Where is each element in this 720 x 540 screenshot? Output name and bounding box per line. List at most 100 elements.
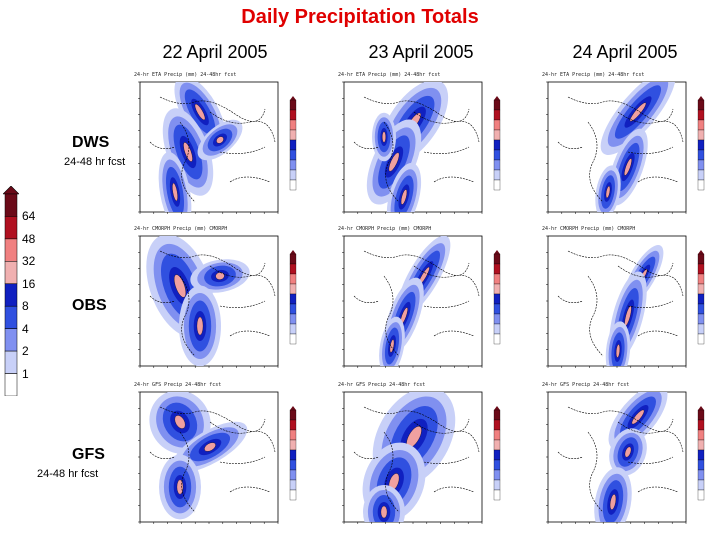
mini-colorbar-segment (697, 313, 705, 325)
mini-colorbar-segment (493, 323, 501, 335)
mini-colorbar-segment (289, 489, 297, 501)
mini-colorbar-segment (697, 159, 705, 171)
mini-colorbar-segment (289, 149, 297, 161)
precip-map (342, 391, 501, 524)
mini-colorbar-segment (493, 313, 501, 325)
panel-title: 24-hr CMORPH Precip (mm) CMORPH (542, 226, 636, 232)
country-borders (353, 406, 480, 513)
mini-colorbar-segment (697, 99, 705, 111)
precip-map (546, 81, 705, 214)
mini-colorbar-segment (289, 313, 297, 325)
panel-title: 24-hr CMORPH Precip (mm) CMORPH (134, 226, 228, 232)
colorbar-level-label: 8 (22, 299, 29, 313)
figure-title: Daily Precipitation Totals (241, 6, 479, 28)
row-sub-gfs: 24-48 hr fcst (37, 468, 99, 480)
precip-map (546, 391, 705, 524)
mini-colorbar-arrow (698, 250, 704, 254)
mini-colorbar-segment (289, 253, 297, 265)
mini-colorbar-segment (697, 333, 705, 345)
panel-title: 24-hr GFS Precip 24-48hr fcst (134, 382, 222, 388)
mini-colorbar-segment (697, 479, 705, 491)
mini-colorbar-segment (697, 449, 705, 461)
panel-obs-23-april: 24-hr CMORPH Precip (mm) CMORPH (326, 226, 516, 376)
colorbar-segment (4, 193, 18, 217)
mini-colorbar-segment (493, 409, 501, 421)
mini-colorbar-segment (697, 149, 705, 161)
mini-colorbar-segment (697, 409, 705, 421)
mini-colorbar-segment (289, 119, 297, 131)
panel-obs-24-april: 24-hr CMORPH Precip (mm) CMORPH (530, 226, 720, 376)
mini-colorbar-arrow (290, 96, 296, 100)
precip-field (149, 392, 276, 520)
mini-colorbar-segment (289, 169, 297, 181)
mini-colorbar-segment (289, 449, 297, 461)
mini-colorbar-arrow (290, 406, 296, 410)
mini-colorbar-segment (289, 273, 297, 285)
country-borders (353, 250, 480, 357)
mini-colorbar-segment (493, 303, 501, 315)
country-borders (557, 250, 684, 357)
row-label-dws: DWS (72, 134, 110, 151)
panel-dws-23-april: 24-hr ETA Precip (mm) 24-48hr fcst (326, 72, 516, 222)
mini-colorbar-segment (289, 459, 297, 471)
panel-gfs-22-april: 24-hr GFS Precip 24-48hr fcst (122, 382, 312, 532)
mini-colorbar-segment (697, 179, 705, 191)
mini-colorbar-segment (289, 139, 297, 151)
panel-gfs-23-april: 24-hr GFS Precip 24-48hr fcst (326, 382, 516, 532)
mini-colorbar-segment (697, 109, 705, 121)
country-borders (353, 96, 480, 203)
panel-title: 24-hr GFS Precip 24-48hr fcst (542, 382, 630, 388)
mini-colorbar-segment (289, 323, 297, 335)
mini-colorbar-segment (493, 439, 501, 451)
mini-colorbar-segment (289, 303, 297, 315)
panel-title: 24-hr CMORPH Precip (mm) CMORPH (338, 226, 432, 232)
row-label-gfs: GFS (72, 446, 105, 463)
mini-colorbar-segment (289, 109, 297, 121)
precip-field (146, 236, 276, 366)
country-borders (557, 406, 684, 513)
panel-title: 24-hr ETA Precip (mm) 24-48hr fcst (338, 72, 441, 78)
colorbar-segment (4, 216, 18, 240)
mini-colorbar-segment (289, 409, 297, 421)
mini-colorbar-segment (289, 283, 297, 295)
country-borders (149, 96, 276, 203)
colorbar-level-label: 64 (22, 209, 36, 223)
precip-map (342, 81, 501, 214)
mini-colorbar-segment (697, 439, 705, 451)
mini-colorbar-segment (697, 263, 705, 275)
mini-colorbar-segment (289, 263, 297, 275)
precip-field (149, 82, 276, 212)
mini-colorbar-segment (697, 419, 705, 431)
country-borders (557, 96, 684, 203)
mini-colorbar-segment (493, 333, 501, 345)
panel-title: 24-hr ETA Precip (mm) 24-48hr fcst (134, 72, 237, 78)
colorbar-segment (4, 261, 18, 284)
mini-colorbar-segment (493, 253, 501, 265)
mini-colorbar-segment (289, 159, 297, 171)
mini-colorbar-segment (289, 333, 297, 345)
row-sub-dws: 24-48 hr fcst (64, 156, 126, 168)
colorbar-segment (4, 350, 18, 374)
mini-colorbar-segment (289, 419, 297, 431)
mini-colorbar-segment (697, 303, 705, 315)
mini-colorbar-arrow (698, 96, 704, 100)
mini-colorbar-segment (697, 293, 705, 305)
column-header-23-april: 23 April 2005 (368, 42, 474, 62)
mini-colorbar-segment (493, 169, 501, 181)
panel-dws-24-april: 24-hr ETA Precip (mm) 24-48hr fcst (530, 72, 720, 222)
mini-colorbar-segment (289, 469, 297, 481)
mini-colorbar-segment (289, 479, 297, 491)
colorbar-level-label: 32 (22, 254, 36, 268)
mini-colorbar-segment (697, 469, 705, 481)
mini-colorbar-arrow (494, 406, 500, 410)
mini-colorbar-segment (697, 489, 705, 501)
mini-colorbar-segment (697, 323, 705, 335)
mini-colorbar-arrow (494, 96, 500, 100)
mini-colorbar-segment (697, 169, 705, 181)
mini-colorbar-segment (493, 489, 501, 501)
row-label-obs: OBS (72, 297, 107, 314)
mini-colorbar-segment (493, 149, 501, 161)
precip-map (138, 391, 297, 524)
mini-colorbar-segment (493, 293, 501, 305)
country-borders (149, 250, 276, 357)
